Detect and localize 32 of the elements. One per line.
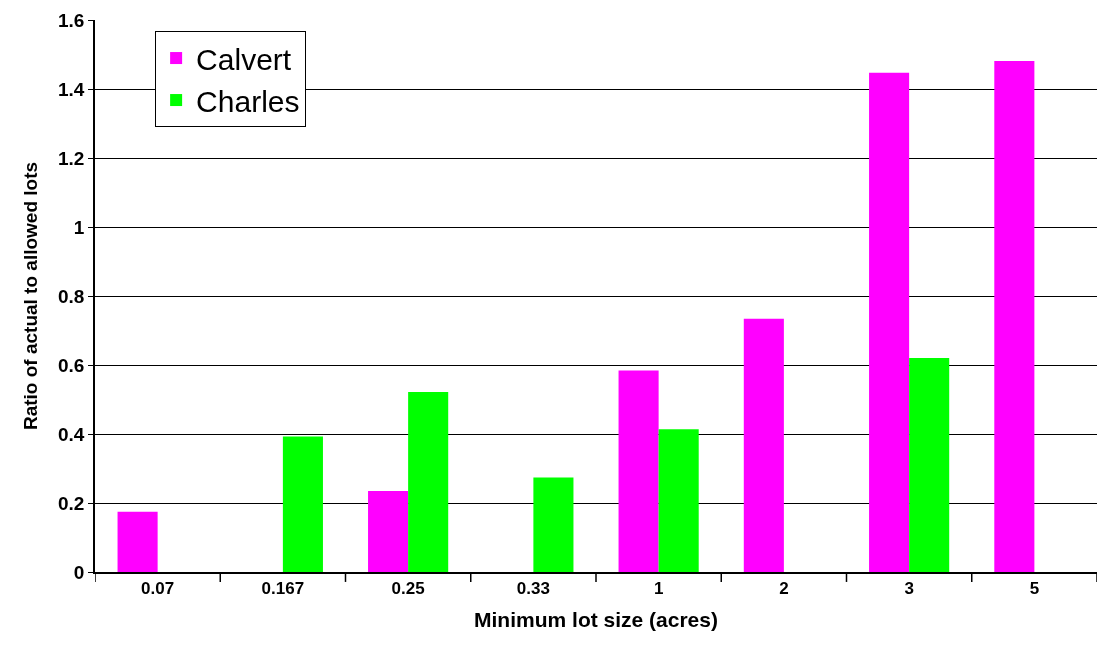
y-tick-label: 0.2 [58,492,85,514]
bar [869,72,910,572]
y-tick-label: 0.6 [58,354,85,376]
x-tick-label: 0.167 [261,579,305,599]
x-tick-label: 1 [653,579,664,599]
legend-label: Charles [196,84,300,118]
bar [117,511,158,572]
bar [909,358,950,572]
x-tick-label: 2 [779,579,789,599]
bar [368,490,409,572]
y-tick-label: 1.2 [58,147,85,169]
x-tick-label: 0.25 [391,579,425,599]
y-tick-label: 0.4 [58,423,85,445]
bar [658,429,699,572]
y-tick-label: 1.4 [58,78,85,100]
bar [994,61,1035,572]
x-tick-label: 0.07 [141,579,175,599]
bar [743,318,784,572]
y-tick-label: 0.8 [58,285,85,307]
bar [282,436,323,572]
x-tick-label: 5 [1029,579,1040,599]
y-tick-label: 1 [73,216,85,238]
bar [618,370,659,572]
y-tick-label: 1.6 [58,9,85,31]
bar [533,477,574,572]
x-tick-label: 0.33 [516,579,550,599]
legend-label: Calvert [196,42,292,76]
x-axis-title: Minimum lot size (acres) [474,607,718,631]
y-tick-label: 0 [73,561,85,583]
bar [408,391,449,572]
y-axis-title: Ratio of actual to allowed lots [20,161,42,431]
x-tick-label: 3 [904,579,914,599]
